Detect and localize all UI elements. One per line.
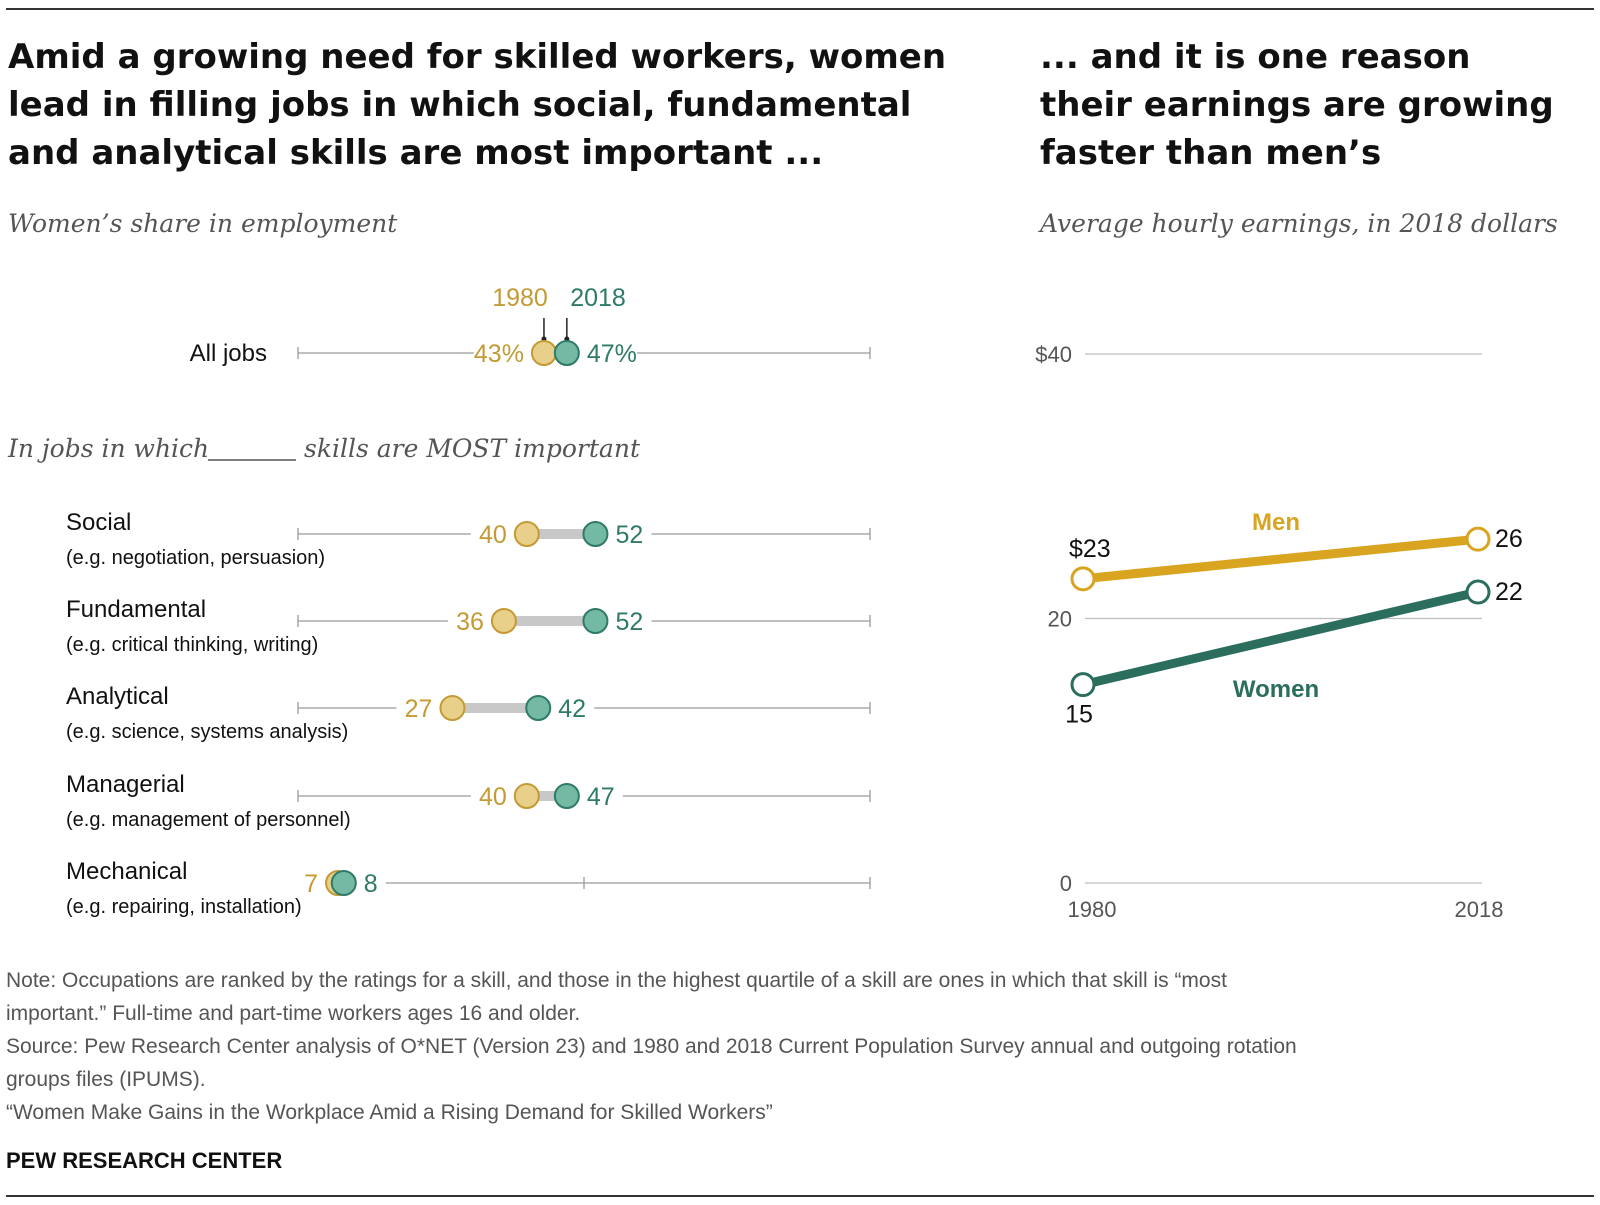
value-2018-managerial: 47	[587, 783, 615, 811]
marker-women-2018	[1465, 579, 1491, 605]
dot-2018-social	[582, 521, 609, 547]
row-example-social: (e.g. negotiation, persuasion)	[66, 547, 325, 569]
dot-2018-analytical	[525, 695, 552, 721]
right-title-line-2: their earnings are growing	[1040, 85, 1554, 125]
gap-2018-all-jobs	[578, 339, 637, 367]
gap-1980-managerial	[470, 782, 515, 810]
right-title-line-1: ... and it is one reason	[1040, 37, 1470, 77]
row-label-managerial: Managerial	[66, 771, 185, 798]
value-women-2018: 22	[1495, 578, 1523, 606]
gap-2018-social	[607, 520, 652, 548]
series-label-women: Women	[1233, 676, 1319, 703]
value-men-2018: 26	[1495, 525, 1523, 553]
series-line-men	[1078, 534, 1483, 584]
x-tick-label-2018: 2018	[1455, 897, 1504, 922]
gap-1980-fundamental	[447, 607, 492, 635]
value-women-1980: 15	[1065, 701, 1093, 729]
gap-2018-managerial	[578, 782, 623, 810]
right-subtitle: Average hourly earnings, in 2018 dollars	[1038, 209, 1558, 238]
value-2018-analytical: 42	[558, 695, 586, 723]
dot-2018-fundamental	[582, 608, 609, 634]
value-2018-fundamental: 52	[615, 608, 643, 636]
marker-men-1980	[1070, 566, 1096, 592]
row-example-fundamental: (e.g. critical thinking, writing)	[66, 634, 318, 656]
row-label-mechanical: Mechanical	[66, 858, 187, 885]
y-tick-label-0: 0	[1060, 871, 1072, 896]
note-line-2: important.” Full-time and part-time work…	[6, 1002, 580, 1025]
gap-2018-mechanical	[355, 869, 386, 897]
row-example-analytical: (e.g. science, systems analysis)	[66, 721, 348, 743]
row-label-all-jobs: All jobs	[190, 340, 267, 367]
marker-women-1980	[1070, 672, 1096, 698]
left-title-line-1: Amid a growing need for skilled workers,…	[8, 37, 946, 77]
row-example-mechanical: (e.g. repairing, installation)	[66, 896, 302, 918]
gap-1980-mechanical	[296, 869, 327, 897]
gap-2018-fundamental	[607, 607, 652, 635]
value-2018-mechanical: 8	[364, 870, 378, 898]
brand-logo-text: PEW RESEARCH CENTER	[6, 1148, 282, 1173]
dot-plot: 43% 47% All jobs 40 52 Social (e.g. negotiatio…	[66, 339, 871, 918]
value-1980-social: 40	[479, 521, 507, 549]
line-chart: 0 20 $40 1980 2018 $23 26 Men 15 22 Women	[1035, 342, 1523, 922]
value-1980-mechanical: 7	[304, 870, 318, 898]
dot-1980-fundamental	[490, 608, 517, 634]
value-1980-analytical: 27	[405, 695, 433, 723]
left-subtitle: Women’s share in employment	[8, 209, 398, 238]
section-label-pre: In jobs in which	[7, 434, 209, 463]
section-label-post: skills are MOST important	[304, 434, 641, 463]
year-pointers	[541, 318, 570, 342]
row-label-fundamental: Fundamental	[66, 596, 206, 623]
dot-2018-all-jobs	[553, 340, 580, 366]
gap-1980-analytical	[396, 694, 441, 722]
series-label-men: Men	[1252, 509, 1300, 536]
value-men-1980: $23	[1069, 535, 1111, 563]
row-label-analytical: Analytical	[66, 683, 169, 710]
series-line-women	[1078, 587, 1483, 690]
row-example-managerial: (e.g. management of personnel)	[66, 809, 351, 831]
dot-2018-managerial	[553, 783, 580, 809]
left-title-line-2: lead in filling jobs in which social, fu…	[8, 85, 911, 125]
marker-men-2018	[1465, 526, 1491, 552]
dot-1980-all-jobs	[530, 340, 557, 366]
dot-1980-social	[513, 521, 540, 547]
gap-1980-all-jobs	[473, 339, 532, 367]
y-tick-label-40: $40	[1035, 342, 1072, 367]
year-label-2018: 2018	[570, 284, 626, 312]
dot-2018-mechanical	[330, 870, 357, 896]
report-title: “Women Make Gains in the Workplace Amid …	[6, 1101, 773, 1124]
source-line-1: Source: Pew Research Center analysis of …	[6, 1035, 1297, 1058]
row-label-social: Social	[66, 509, 131, 536]
value-1980-fundamental: 36	[456, 608, 484, 636]
dot-1980-analytical	[439, 695, 466, 721]
source-line-2: groups files (IPUMS).	[6, 1068, 206, 1091]
gap-2018-analytical	[550, 694, 595, 722]
x-tick-label-1980: 1980	[1068, 897, 1117, 922]
value-1980-managerial: 40	[479, 783, 507, 811]
year-label-1980: 1980	[492, 284, 548, 312]
value-2018-social: 52	[615, 521, 643, 549]
value-1980-all-jobs: 43%	[474, 340, 524, 368]
dot-1980-managerial	[513, 783, 540, 809]
value-2018-all-jobs: 47%	[587, 340, 637, 368]
left-title-line-3: and analytical skills are most important…	[8, 133, 823, 173]
note-line-1: Note: Occupations are ranked by the rati…	[6, 969, 1227, 992]
gap-1980-social	[470, 520, 515, 548]
right-title-line-3: faster than men’s	[1040, 133, 1381, 173]
y-tick-label-20: 20	[1048, 607, 1072, 632]
